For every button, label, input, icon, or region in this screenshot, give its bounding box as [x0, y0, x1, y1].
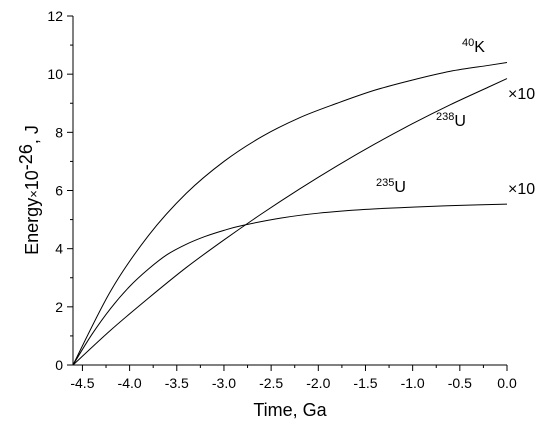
y-tick-label: 2	[55, 299, 63, 315]
y-tick-label: 6	[55, 183, 63, 199]
y-tick-label: 12	[47, 8, 63, 24]
series-label-40k: 40K	[462, 37, 485, 56]
x-tick-label: -3.5	[165, 375, 189, 391]
y-tick-label: 10	[47, 66, 63, 82]
y-tick-label: 0	[55, 357, 63, 373]
x-ticks: -4.5 -4.0 -3.5 -3.0 -2.5 -2.0 -1.5 -1.0 -0.5 0.0	[70, 365, 517, 391]
x-tick-label: -2.5	[259, 375, 283, 391]
x-tick-label: 0.0	[497, 375, 517, 391]
y-axis-title: Energy×10-26, J	[16, 125, 42, 255]
series-lines	[72, 62, 508, 366]
y-ticks: 0 2 4 6 8 10 12	[47, 8, 73, 373]
x-tick-label: -4.5	[70, 375, 94, 391]
series-multiplier-238u: ×10	[508, 86, 535, 103]
x-axis-title: Time, Ga	[253, 400, 327, 420]
x-tick-label: -0.5	[448, 375, 472, 391]
x-tick-label: -3.0	[212, 375, 236, 391]
x-tick-label: -1.0	[401, 375, 425, 391]
axes	[72, 16, 507, 366]
x-tick-label: -4.0	[118, 375, 142, 391]
y-tick-label: 8	[55, 124, 63, 140]
y-tick-label: 4	[55, 241, 63, 257]
x-tick-label: -1.5	[353, 375, 377, 391]
series-multiplier-235u: ×10	[508, 181, 535, 198]
x-tick-label: -2.0	[306, 375, 330, 391]
series-line-238u	[72, 78, 508, 366]
series-line-235u	[72, 203, 508, 366]
series-line-40k	[72, 62, 508, 366]
series-label-235u: 235U	[376, 177, 406, 196]
series-label-238u: 238U	[436, 111, 466, 130]
